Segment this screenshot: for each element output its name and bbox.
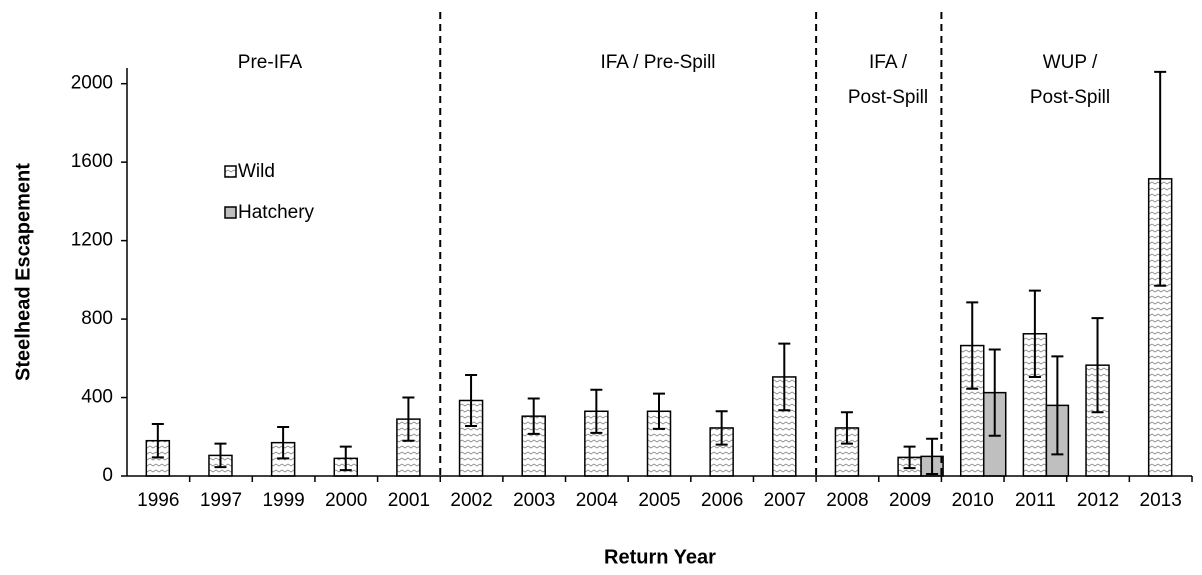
error-bar xyxy=(465,373,478,427)
error-bar xyxy=(402,396,415,442)
error-bar xyxy=(214,442,227,469)
y-tick-label: 400 xyxy=(81,387,113,408)
error-bar xyxy=(966,301,979,390)
y-tick-label: 800 xyxy=(81,308,113,329)
x-tick-label: 2003 xyxy=(513,490,555,511)
x-tick-label: 2005 xyxy=(638,490,680,511)
error-bar xyxy=(590,388,603,434)
y-tick-label: 1200 xyxy=(71,230,113,251)
error-bar xyxy=(1028,289,1041,378)
error-bar xyxy=(778,342,791,412)
error-bar xyxy=(653,392,665,430)
legend-swatch xyxy=(224,165,237,178)
x-tick-label: 2006 xyxy=(701,490,743,511)
error-bar xyxy=(903,445,916,470)
error-bar xyxy=(1091,317,1104,414)
x-tick-label: 1997 xyxy=(200,490,242,511)
x-tick-label: 1999 xyxy=(262,490,304,511)
x-tick-label: 2010 xyxy=(952,490,994,511)
error-bar xyxy=(1154,70,1167,287)
x-tick-label: 2011 xyxy=(1015,490,1056,511)
y-tick-label: 2000 xyxy=(71,73,113,94)
error-bar xyxy=(527,397,540,435)
x-tick-label: 2004 xyxy=(576,490,619,511)
y-tick-label: 1600 xyxy=(71,151,113,172)
error-bar xyxy=(926,437,939,476)
x-tick-label: 1996 xyxy=(137,490,179,511)
period-label: Post-Spill xyxy=(1030,87,1110,108)
x-tick-label: 2009 xyxy=(889,490,931,511)
period-label: IFA / xyxy=(869,52,908,73)
legend-label: Wild xyxy=(238,161,275,182)
legend-swatch xyxy=(224,206,237,219)
period-label: WUP / xyxy=(1043,52,1098,73)
period-label: IFA / Pre-Spill xyxy=(600,52,715,73)
error-bar xyxy=(277,425,290,460)
legend-label: Hatchery xyxy=(238,202,315,223)
error-bar xyxy=(988,348,1001,437)
x-tick-label: 2001 xyxy=(388,490,430,511)
x-tick-label: 2002 xyxy=(450,490,492,511)
y-axis-title: Steelhead Escapement xyxy=(12,163,34,381)
x-tick-label: 2012 xyxy=(1077,490,1119,511)
error-bar xyxy=(151,423,164,459)
y-tick-label: 0 xyxy=(102,465,113,486)
error-bar xyxy=(1051,355,1064,456)
period-label: Post-Spill xyxy=(848,87,928,108)
x-tick-label: 2007 xyxy=(764,490,806,511)
x-tick-label: 2013 xyxy=(1140,490,1182,511)
error-bar xyxy=(339,445,352,472)
error-bar xyxy=(715,410,728,446)
x-tick-label: 2000 xyxy=(325,490,367,511)
period-label: Pre-IFA xyxy=(238,52,303,73)
x-axis-title: Return Year xyxy=(604,546,716,568)
x-tick-label: 2008 xyxy=(826,490,868,511)
error-bar xyxy=(840,411,853,445)
